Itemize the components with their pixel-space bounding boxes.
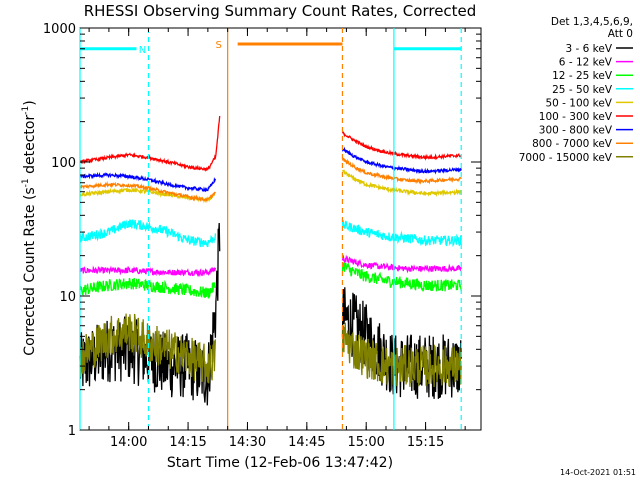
series-9 [79, 313, 462, 388]
series-8-segment-2 [341, 157, 462, 185]
legend-label-4: 25 - 50 keV [552, 84, 613, 96]
series-1-segment-1 [79, 222, 221, 406]
y-tick-label-4: 1000 [43, 22, 76, 37]
legend-label-5: 50 - 100 keV [545, 97, 612, 109]
legend: Det 1,3,4,5,6,9,Att 0 3 - 6 keV 6 - 12 keV… [519, 16, 633, 164]
series-2 [79, 254, 462, 278]
y-label-main: Corrected Count Rate (s [22, 187, 38, 355]
x-axis: 14:00 14:15 14:30 14:45 15:00 15:15 [88, 28, 466, 450]
series-8 [79, 157, 462, 204]
series-6-segment-2 [341, 131, 462, 161]
series-layer [79, 115, 462, 406]
series-3-segment-1 [79, 277, 217, 300]
y-label-sup2: -1 [21, 106, 31, 115]
x-tick-label-4: 14:45 [288, 435, 325, 450]
legend-label-8: 800 - 7000 keV [532, 138, 613, 150]
legend-header-1: Det 1,3,4,5,6,9, [551, 16, 633, 28]
y-label-mid: detector [22, 115, 38, 179]
y-axis-label: Corrected Count Rate (s-1 detector-1) [21, 100, 38, 355]
series-9-segment-1 [79, 313, 217, 384]
x-axis-label: Start Time (12-Feb-06 13:47:42) [167, 455, 393, 471]
legend-label-6: 100 - 300 keV [539, 111, 613, 123]
y-tick-label-1: 1 [68, 424, 76, 439]
x-tick-label-1: 14:00 [110, 435, 147, 450]
x-tick-label-6: 15:15 [407, 435, 444, 450]
series-7-segment-1 [79, 171, 217, 193]
series-7 [79, 146, 462, 193]
legend-label-3: 12 - 25 keV [552, 70, 613, 82]
series-7-segment-2 [341, 146, 462, 175]
series-4 [79, 219, 462, 248]
chart-title: RHESSI Observing Summary Count Rates, Co… [84, 2, 477, 20]
x-tick-label-5: 15:00 [347, 435, 384, 450]
series-2-segment-1 [79, 265, 217, 278]
legend-label-7: 300 - 800 keV [539, 125, 613, 137]
series-9-segment-2 [341, 322, 462, 388]
series-3-segment-2 [341, 262, 462, 293]
series-4-segment-1 [79, 219, 217, 248]
series-8-segment-1 [79, 180, 216, 204]
footer-date: 14-Oct-2021 01:51 [560, 468, 636, 477]
annotation-label-N: N [139, 45, 146, 56]
y-axis: 1 10 100 1000 [43, 22, 481, 439]
series-6-segment-1 [79, 115, 221, 172]
series-5-segment-2 [341, 169, 462, 198]
y-tick-label-2: 10 [59, 290, 76, 305]
y-label-end: ) [22, 100, 38, 105]
series-1 [79, 222, 462, 406]
annotation-label-S: S [215, 40, 221, 51]
y-tick-label-3: 100 [51, 156, 76, 171]
legend-header-2: Att 0 [608, 28, 633, 40]
legend-label-9: 7000 - 15000 keV [519, 152, 613, 164]
y-label-sup1: -1 [21, 178, 31, 187]
series-3 [79, 262, 462, 300]
legend-label-1: 3 - 6 keV [565, 43, 612, 55]
series-6 [79, 115, 462, 172]
series-2-segment-2 [341, 254, 462, 274]
x-tick-label-2: 14:15 [169, 435, 206, 450]
legend-label-2: 6 - 12 keV [559, 57, 613, 69]
x-tick-label-3: 14:30 [229, 435, 266, 450]
series-4-segment-2 [341, 220, 462, 247]
